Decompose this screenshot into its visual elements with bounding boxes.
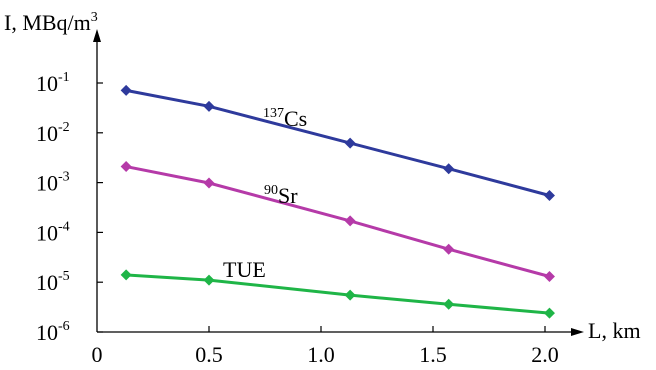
y-tick-label-exponent: -2 (58, 120, 70, 135)
y-tick-label-base: 10 (36, 270, 58, 295)
x-tick-label: 0.5 (195, 342, 223, 367)
data-point-137cs (120, 84, 132, 96)
series-label-cs137-name: Cs (284, 106, 307, 131)
x-ticks: 0 0.5 1.0 1.5 2.0 (92, 326, 559, 367)
data-point-90sr (203, 177, 215, 189)
y-ticks: 10-610-510-410-310-210-1 (36, 70, 103, 345)
x-tick-label: 0 (92, 342, 103, 367)
y-axis-label-base: I, MBq/m (4, 10, 91, 35)
y-axis-arrow (93, 29, 101, 42)
data-point-90sr (344, 215, 356, 227)
data-point-137cs (543, 190, 555, 202)
series-label-sr90: 90Sr (264, 183, 298, 208)
series-label-sr90-name: Sr (278, 183, 298, 208)
data-point-90sr (120, 161, 132, 173)
x-axis-arrow (571, 328, 584, 336)
y-tick-label-base: 10 (36, 171, 58, 196)
y-tick-label-exponent: -3 (58, 170, 70, 185)
data-point-tue (344, 289, 356, 301)
y-tick-label: 10-4 (36, 219, 70, 245)
y-tick-label-exponent: -4 (58, 219, 70, 234)
data-point-137cs (344, 137, 356, 149)
data-point-90sr (443, 243, 455, 255)
y-tick-label: 10-1 (36, 70, 70, 96)
y-tick-label-exponent: -1 (58, 70, 70, 85)
x-tick-label: 1.0 (307, 342, 335, 367)
y-axis-label: I, MBq/m3 (4, 10, 98, 35)
data-point-tue (543, 307, 555, 319)
y-tick-label: 10-2 (36, 120, 70, 146)
y-tick-label-base: 10 (36, 121, 58, 146)
y-tick-label-base: 10 (36, 220, 58, 245)
series-group (120, 84, 555, 319)
x-axis-label: L, km (588, 318, 641, 343)
data-point-tue (120, 269, 132, 281)
y-tick-label: 10-3 (36, 170, 70, 196)
data-point-137cs (203, 100, 215, 112)
data-point-137cs (443, 163, 455, 175)
y-tick-label-base: 10 (36, 71, 58, 96)
y-axis-label-sup: 3 (91, 10, 98, 25)
series-label-tue-name: TUE (223, 257, 266, 282)
y-tick-label-base: 10 (36, 320, 58, 345)
y-tick-label: 10-6 (36, 319, 70, 345)
data-point-tue (443, 298, 455, 310)
x-tick-label: 1.5 (419, 342, 447, 367)
y-tick-label-exponent: -6 (58, 319, 70, 334)
data-point-90sr (543, 271, 555, 283)
y-tick-label-exponent: -5 (58, 269, 70, 284)
data-point-tue (203, 274, 215, 286)
x-tick-label: 2.0 (531, 342, 559, 367)
series-label-cs137-prefix: 137 (263, 106, 284, 121)
series-line-90sr (125, 165, 550, 278)
y-tick-label: 10-5 (36, 269, 70, 295)
series-line-tue (126, 273, 550, 315)
series-label-cs137: 137Cs (263, 106, 307, 131)
series-label-sr90-prefix: 90 (264, 183, 278, 198)
series-label-tue: TUE (223, 257, 266, 282)
